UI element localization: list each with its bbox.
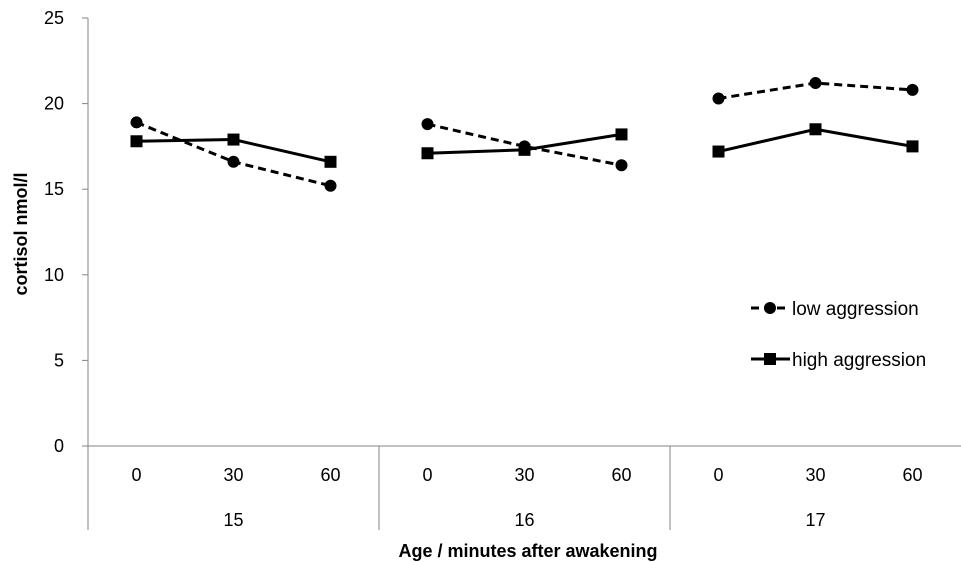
data-point-square [906, 140, 919, 153]
x-tick-label: 60 [902, 465, 922, 485]
x-tick-label: 60 [611, 465, 631, 485]
x-tick-label: 60 [320, 465, 340, 485]
axes: 0 5 10 15 20 25 0 30 60 15 0 30 60 16 0 30 60 17 [44, 8, 961, 530]
chart-marks [130, 77, 919, 192]
data-point-circle [324, 179, 337, 192]
data-point-square [809, 123, 822, 136]
y-tick-label: 15 [44, 179, 64, 199]
legend: low aggression high aggression [751, 299, 926, 371]
y-tick-label: 25 [44, 8, 64, 28]
y-tick-label: 5 [54, 350, 64, 370]
y-tick-label: 10 [44, 265, 64, 285]
x-tick-label: 30 [223, 465, 243, 485]
group-label: 15 [223, 510, 243, 530]
data-point-circle [130, 116, 143, 129]
x-tick-label: 0 [713, 465, 723, 485]
data-point-square [712, 145, 725, 158]
data-point-circle [615, 159, 628, 172]
data-point-square [421, 147, 434, 160]
data-point-circle [227, 155, 240, 168]
data-point-square [324, 155, 337, 168]
data-point-circle [906, 83, 919, 96]
y-tick-label: 20 [44, 94, 64, 114]
x-tick-label: 0 [422, 465, 432, 485]
legend-label: high aggression [792, 350, 926, 371]
x-axis-title: Age / minutes after awakening [398, 541, 657, 561]
data-point-circle [421, 118, 434, 131]
data-point-square [130, 135, 143, 148]
legend-marker-square [764, 353, 776, 365]
data-point-circle [712, 92, 725, 105]
x-tick-label: 30 [514, 465, 534, 485]
data-point-square [227, 133, 240, 146]
series-line-low-aggression [427, 122, 622, 167]
x-tick-label: 0 [131, 465, 141, 485]
y-tick-label: 0 [54, 436, 64, 456]
legend-marker-circle [764, 302, 776, 314]
data-point-square [518, 143, 531, 156]
group-label: 17 [805, 510, 825, 530]
x-tick-label: 30 [805, 465, 825, 485]
data-point-square [615, 128, 628, 141]
data-point-circle [809, 77, 822, 90]
legend-label: low aggression [792, 299, 919, 320]
group-label: 16 [514, 510, 534, 530]
y-axis-title: cortisol nmol/l [11, 172, 31, 295]
